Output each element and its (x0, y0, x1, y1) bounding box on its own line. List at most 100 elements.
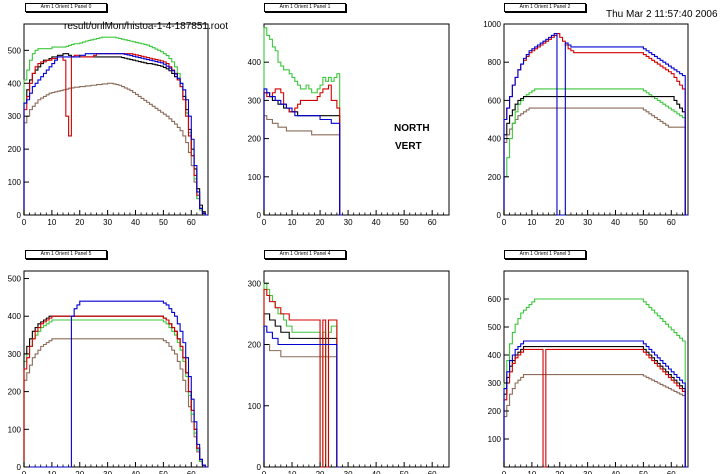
y-tick-label: 100 (488, 435, 502, 444)
x-tick-label: 60 (187, 218, 196, 227)
chart-pad-5: 0 10 20 30 40 50 60 100 200 300 400 500 600 (488, 270, 689, 474)
x-tick-label: 20 (316, 218, 325, 227)
x-tick-label: 30 (344, 470, 353, 474)
x-tick-label: 20 (75, 470, 84, 474)
x-tick-label: 50 (639, 218, 648, 227)
y-tick-label: 200 (488, 407, 502, 416)
y-tick-label: 1000 (483, 20, 501, 29)
series-blue (503, 340, 688, 468)
series-green (503, 298, 688, 468)
y-tick-label: 400 (488, 351, 502, 360)
plot-frame (263, 270, 450, 468)
x-tick-label: 60 (187, 470, 196, 474)
y-tick-label: 0 (257, 463, 262, 472)
y-tick-label: 200 (8, 145, 22, 154)
pad-title-2: Arm 1 Orient 1 Panel 2 (504, 3, 586, 12)
y-tick-label: 0 (257, 211, 262, 220)
y-tick-label: 500 (8, 46, 22, 55)
y-tick-label: 500 (488, 323, 502, 332)
series-red (503, 348, 688, 468)
series-red (503, 33, 688, 216)
x-tick-label: 0 (262, 218, 267, 227)
series-blue (24, 300, 208, 468)
pad-title-3: Arm 1 Orient 1 Panel 5 (25, 250, 107, 259)
x-tick-label: 10 (47, 470, 56, 474)
pad-title-5: Arm 1 Orient 1 Panel 3 (504, 250, 586, 259)
x-tick-label: 20 (555, 218, 564, 227)
x-tick-label: 50 (159, 470, 168, 474)
series-black (263, 313, 340, 468)
series-blue (263, 88, 343, 216)
y-tick-label: 200 (488, 173, 502, 182)
y-tick-label: 300 (248, 279, 262, 288)
x-tick-label: 30 (103, 218, 112, 227)
x-tick-label: 10 (288, 218, 297, 227)
x-tick-label: 50 (400, 218, 409, 227)
x-tick-label: 0 (502, 470, 507, 474)
x-tick-label: 60 (428, 218, 437, 227)
x-tick-label: 60 (667, 218, 676, 227)
y-tick-label: 300 (488, 379, 502, 388)
x-tick-label: 40 (372, 218, 381, 227)
x-tick-label: 60 (428, 470, 437, 474)
y-tick-label: 300 (8, 350, 22, 359)
series-green (263, 27, 343, 216)
y-tick-label: 200 (248, 341, 262, 350)
y-tick-label: 100 (8, 178, 22, 187)
x-tick-label: 20 (316, 470, 325, 474)
y-tick-label: 200 (8, 388, 22, 397)
x-tick-label: 40 (611, 218, 620, 227)
x-tick-label: 40 (131, 470, 140, 474)
chart-pad-0: 0 10 20 30 40 50 60 0 100 200 300 400 500 (8, 23, 209, 227)
y-tick-label: 0 (17, 211, 22, 220)
pad-title-4: Arm 1 Orient 1 Panel 4 (264, 250, 346, 259)
plot-frame (503, 270, 689, 468)
y-tick-label: 600 (488, 96, 502, 105)
y-tick-label: 400 (8, 79, 22, 88)
timestamp-label: Thu Mar 2 11:57:40 2006 (606, 9, 718, 20)
series-blue (503, 33, 688, 216)
x-tick-label: 30 (583, 218, 592, 227)
y-tick-label: 0 (497, 211, 502, 220)
x-tick-label: 0 (22, 218, 27, 227)
y-tick-label: 500 (8, 275, 22, 284)
x-tick-label: 50 (159, 218, 168, 227)
y-tick-label: 100 (248, 402, 262, 411)
plot-frame (263, 23, 450, 216)
chart-pad-3: 0 10 20 30 40 50 60 0 100 200 300 400 500 (8, 270, 209, 474)
series-blue (263, 325, 340, 468)
annotation-vert: VERT (395, 141, 422, 152)
y-tick-label: 400 (248, 58, 262, 67)
x-tick-label: 60 (667, 470, 676, 474)
y-tick-label: 800 (488, 58, 502, 67)
x-tick-label: 30 (103, 470, 112, 474)
annotation-north: NORTH (394, 123, 430, 134)
y-tick-label: 200 (248, 135, 262, 144)
x-tick-label: 10 (527, 470, 536, 474)
series-brown (23, 82, 208, 216)
x-tick-label: 50 (639, 470, 648, 474)
series-black (263, 92, 343, 216)
y-tick-label: 0 (17, 463, 22, 472)
series-red (23, 53, 208, 216)
x-tick-label: 30 (344, 218, 353, 227)
chart-pad-4: 0 10 20 30 40 50 60 0 100 200 300 (248, 270, 450, 474)
y-tick-label: 100 (248, 173, 262, 182)
series-brown (503, 107, 688, 216)
series-blue (23, 53, 208, 216)
y-tick-label: 300 (8, 112, 22, 121)
x-tick-label: 20 (555, 470, 564, 474)
series-brown (263, 115, 343, 216)
series-brown (503, 374, 688, 468)
chart-pad-1: 0 10 20 30 40 50 60 0 100 200 300 400 (248, 23, 450, 227)
series-black (503, 96, 688, 216)
series-red (263, 84, 343, 216)
x-tick-label: 40 (372, 470, 381, 474)
pad-title-0: Arm 1 Orient 1 Panel 0 (25, 3, 107, 12)
y-tick-label: 100 (8, 425, 22, 434)
y-tick-label: 300 (248, 96, 262, 105)
y-tick-label: 600 (488, 295, 502, 304)
series-brown (23, 338, 208, 468)
y-tick-label: 400 (8, 312, 22, 321)
